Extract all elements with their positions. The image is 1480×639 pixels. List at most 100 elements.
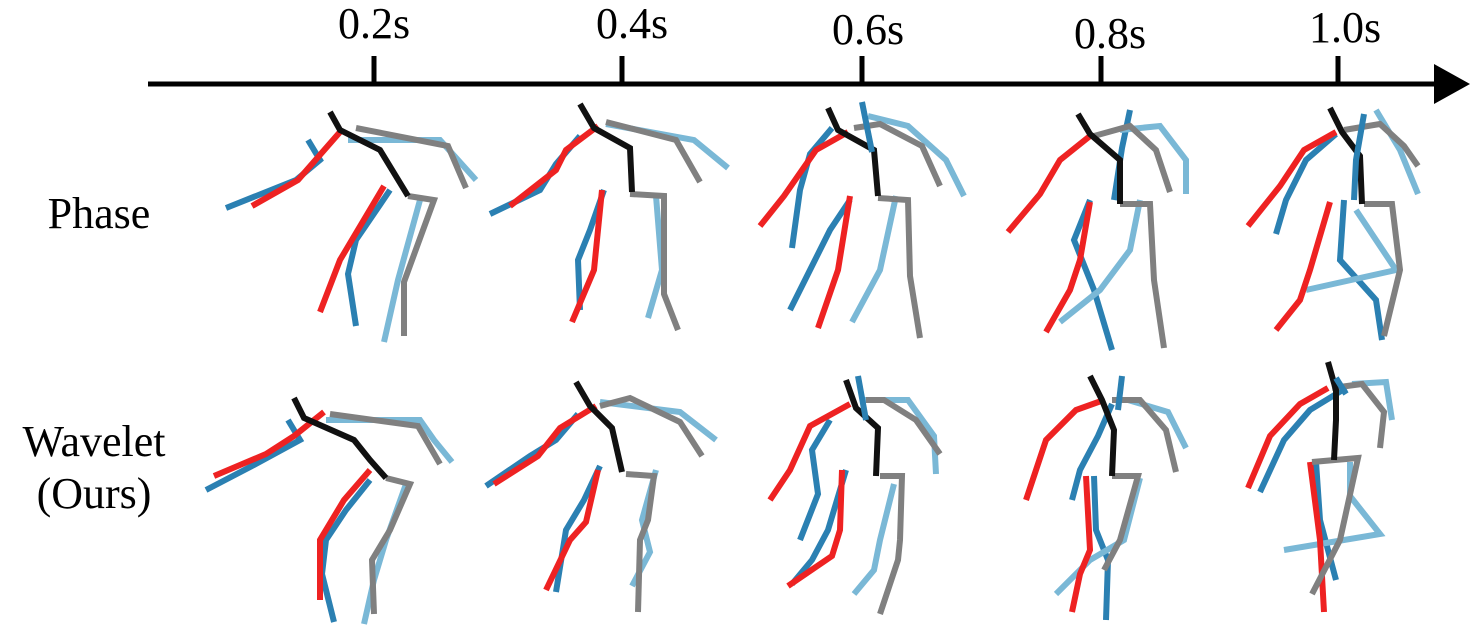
skeleton-pose-icon bbox=[767, 375, 943, 615]
pred-torso-segment bbox=[825, 106, 881, 197]
truth-left-limbs-segment bbox=[855, 375, 869, 421]
pred-right-limbs-segment bbox=[599, 394, 705, 458]
skeleton-pose-icon bbox=[1023, 374, 1189, 621]
truth-right-limbs-segment bbox=[381, 199, 423, 343]
pred-right-limbs-segment bbox=[1093, 122, 1173, 193]
pred-left-limbs-segment bbox=[757, 129, 850, 228]
truth-left-limbs-segment bbox=[1069, 402, 1115, 501]
truth-left-limbs-segment bbox=[797, 418, 833, 542]
truth-left-limbs-segment bbox=[1333, 376, 1349, 396]
pred-right-limbs-segment bbox=[368, 475, 415, 615]
pred-torso-segment bbox=[1327, 106, 1365, 205]
pred-right-limbs-segment bbox=[1101, 473, 1142, 572]
timeline-arrow-icon bbox=[1434, 64, 1470, 104]
skeleton-pose-icon bbox=[1245, 361, 1395, 613]
pred-torso-segment bbox=[1075, 112, 1123, 204]
truth-right-limbs-segment bbox=[1119, 122, 1189, 194]
pred-left-limbs-segment bbox=[1043, 201, 1093, 334]
pred-left-limbs-segment bbox=[250, 130, 343, 209]
tick-label-0: 0.2s bbox=[338, 0, 410, 48]
skeleton-pose-icon bbox=[204, 396, 455, 625]
pred-left-limbs-segment bbox=[543, 469, 601, 592]
skeleton-pose-icon bbox=[484, 380, 718, 613]
skeleton-pose-icon bbox=[488, 102, 730, 332]
skeleton-pose-icon bbox=[757, 101, 967, 339]
truth-left-limbs-segment bbox=[1273, 131, 1338, 235]
truth-left-limbs-segment bbox=[1115, 375, 1125, 411]
truth-right-limbs-segment bbox=[1373, 108, 1421, 196]
pred-left-limbs-segment bbox=[1005, 133, 1092, 234]
pred-right-limbs-segment bbox=[605, 119, 703, 184]
truth-left-limbs-segment bbox=[1351, 113, 1367, 201]
truth-right-limbs-segment bbox=[849, 195, 899, 324]
time-axis: 0.2s 0.4s 0.6s 0.8s 1.0s bbox=[148, 0, 1470, 104]
truth-right-limbs-segment bbox=[348, 137, 479, 183]
skeleton-frames bbox=[204, 101, 1421, 625]
row-label-wavelet-line-1: Wavelet bbox=[22, 417, 166, 466]
pred-right-limbs-segment bbox=[877, 473, 906, 615]
pred-right-limbs-segment bbox=[877, 195, 923, 339]
pred-left-limbs-segment bbox=[1307, 461, 1327, 613]
truth-right-limbs-segment bbox=[867, 113, 967, 198]
truth-right-limbs-segment bbox=[599, 399, 718, 443]
pred-right-limbs-segment bbox=[1112, 397, 1179, 473]
pred-left-limbs-segment bbox=[1273, 201, 1333, 332]
row-label-wavelet: Wavelet (Ours) bbox=[4, 416, 184, 520]
pred-left-limbs-segment bbox=[786, 469, 845, 589]
truth-right-limbs-segment bbox=[1283, 462, 1386, 553]
pred-right-limbs-segment bbox=[1120, 201, 1167, 349]
pred-right-limbs-segment bbox=[866, 397, 943, 456]
row-label-wavelet-line-2: (Ours) bbox=[36, 469, 152, 518]
pred-left-limbs-segment bbox=[212, 409, 326, 479]
pred-left-limbs-segment bbox=[1245, 385, 1330, 490]
skeleton-pose-icon bbox=[1245, 106, 1421, 341]
truth-right-limbs-segment bbox=[851, 483, 897, 596]
truth-left-limbs-segment bbox=[1070, 198, 1115, 351]
pred-left-limbs-segment bbox=[1023, 397, 1106, 501]
pred-right-limbs-segment bbox=[329, 411, 443, 466]
truth-left-limbs-segment bbox=[1091, 475, 1112, 621]
pred-right-limbs-segment bbox=[1331, 380, 1388, 449]
truth-left-limbs-segment bbox=[789, 126, 835, 249]
row-label-phase: Phase bbox=[14, 188, 184, 240]
pred-torso-segment bbox=[1325, 361, 1339, 461]
tick-label-1: 0.4s bbox=[596, 0, 668, 48]
pred-left-limbs-segment bbox=[1069, 475, 1094, 613]
pred-left-limbs-segment bbox=[492, 403, 598, 487]
tick-label-3: 0.8s bbox=[1074, 9, 1146, 58]
pred-right-limbs-segment bbox=[401, 193, 439, 336]
truth-right-limbs-segment bbox=[1053, 477, 1143, 597]
skeleton-pose-icon bbox=[224, 110, 479, 343]
pred-right-limbs-segment bbox=[629, 191, 681, 332]
pred-right-limbs-segment bbox=[355, 125, 469, 190]
truth-right-limbs-segment bbox=[1305, 208, 1401, 293]
pred-left-limbs-segment bbox=[569, 189, 605, 324]
pred-torso-segment bbox=[573, 380, 625, 473]
truth-left-limbs-segment bbox=[204, 418, 305, 493]
pred-torso-segment bbox=[291, 396, 389, 480]
truth-left-limbs-segment bbox=[344, 188, 393, 327]
truth-left-limbs-segment bbox=[1257, 385, 1348, 494]
pred-left-limbs-segment bbox=[1245, 129, 1338, 228]
truth-left-limbs-segment bbox=[1111, 109, 1133, 201]
row-label-phase-line: Phase bbox=[47, 189, 151, 238]
pred-torso-segment bbox=[1087, 374, 1118, 477]
pred-left-limbs-segment bbox=[317, 184, 387, 314]
truth-right-limbs-segment bbox=[645, 195, 666, 319]
tick-label-2: 0.6s bbox=[832, 5, 904, 54]
truth-left-limbs-segment bbox=[787, 198, 853, 312]
pred-left-limbs-segment bbox=[317, 468, 373, 600]
pred-left-limbs-segment bbox=[508, 123, 600, 209]
tick-label-4: 1.0s bbox=[1309, 3, 1381, 52]
pred-left-limbs-segment bbox=[815, 195, 853, 329]
pred-right-limbs-segment bbox=[625, 471, 658, 613]
pred-torso-segment bbox=[327, 110, 411, 198]
truth-left-limbs-segment bbox=[789, 469, 849, 586]
skeleton-pose-icon bbox=[1005, 109, 1189, 351]
truth-left-limbs-segment bbox=[318, 478, 373, 623]
pred-left-limbs-segment bbox=[767, 401, 852, 502]
pred-torso-segment bbox=[577, 102, 635, 193]
truth-right-limbs-segment bbox=[1058, 199, 1143, 325]
